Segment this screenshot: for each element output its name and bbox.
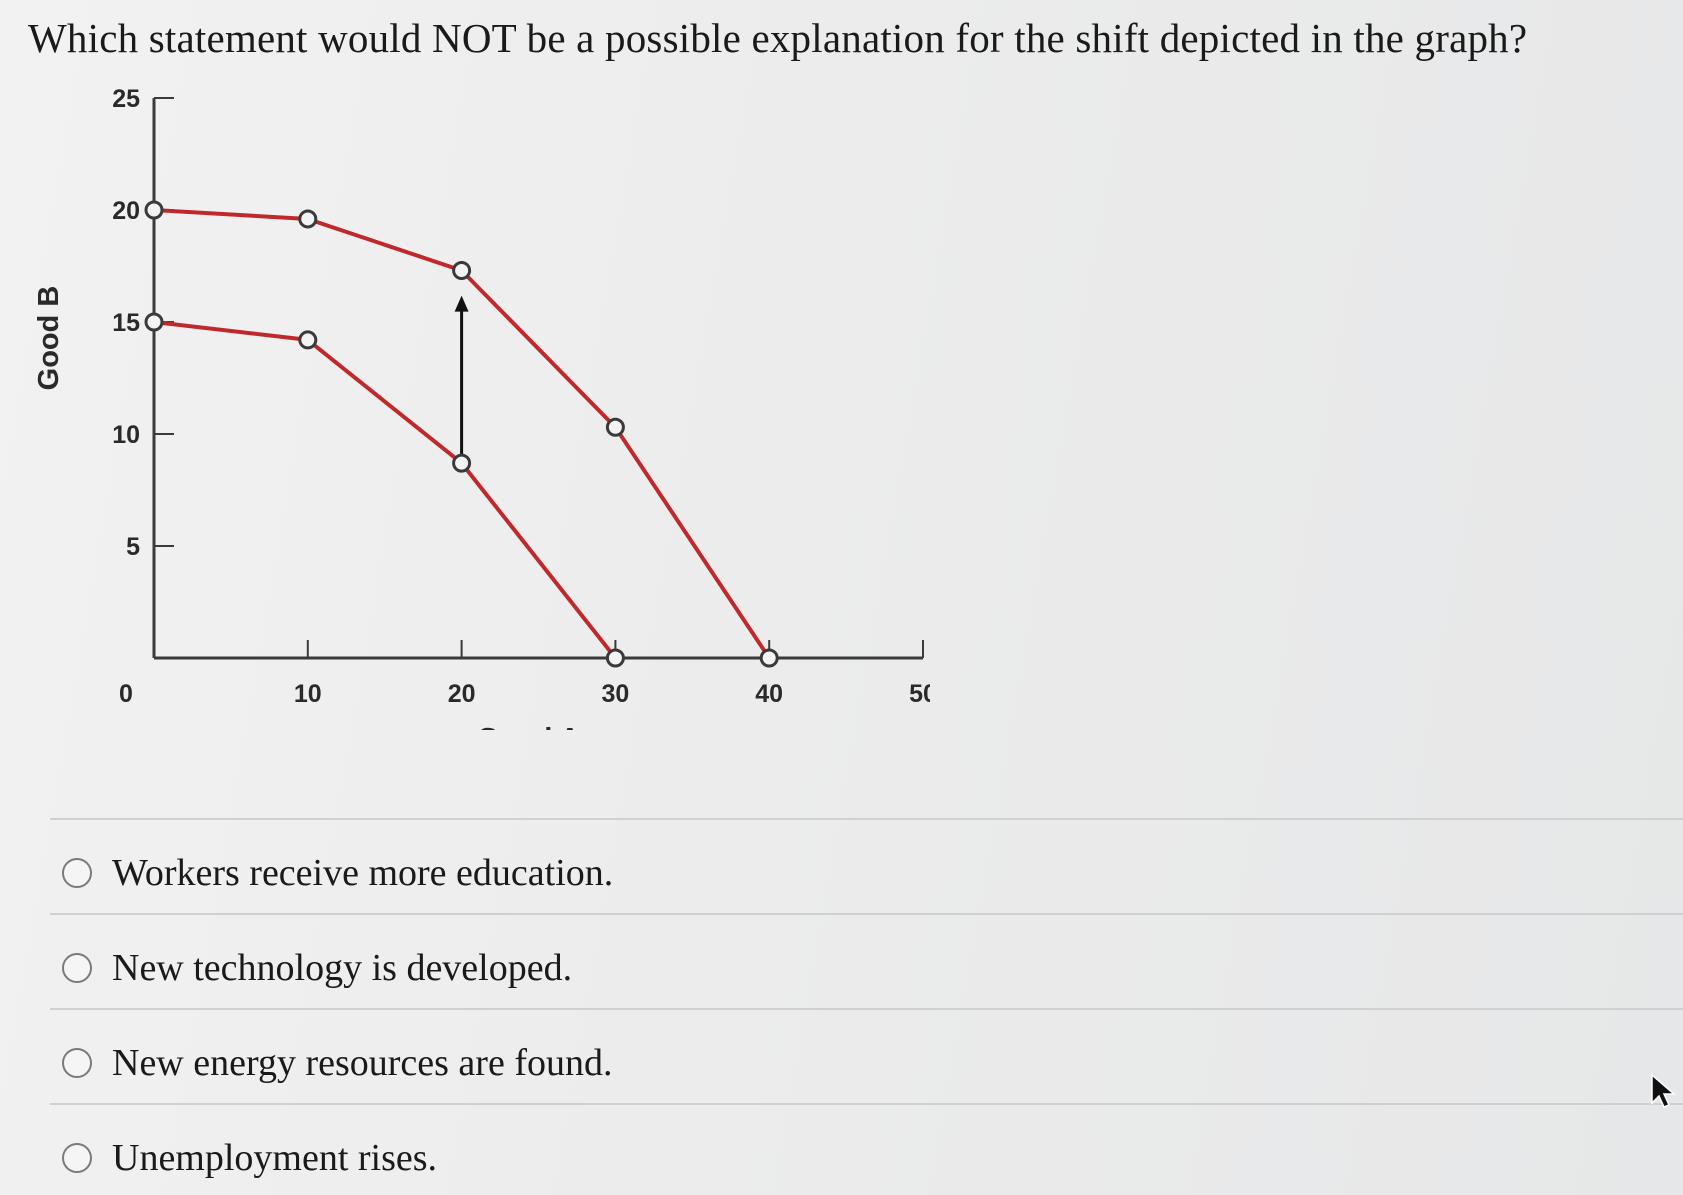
mouse-pointer-icon [1651,1073,1677,1108]
x-tick-label: 30 [601,680,629,708]
ppf-curve-original [153,320,617,660]
data-point [605,417,625,437]
x-tick-label: 40 [755,680,783,708]
data-point [298,209,318,229]
question-text: Which statement would NOT be a possible … [28,15,1528,61]
y-tick-label: 20 [112,197,140,225]
arrow-head-icon [454,295,469,312]
y-tick-label: 25 [112,85,140,113]
radio-circle-icon[interactable] [62,858,92,888]
data-point [452,260,472,280]
option-label: New energy resources are found. [112,1042,613,1084]
option-unemployment-rises[interactable]: Unemployment rises. [62,1136,437,1180]
divider [50,1103,1683,1105]
x-tick-label: 0 [119,680,133,708]
option-label: Workers receive more education. [112,852,614,894]
option-label: Unemployment rises. [112,1137,438,1179]
radio-circle-icon[interactable] [62,1048,92,1078]
y-tick-label: 10 [112,421,140,449]
divider [50,1008,1683,1010]
ppf-chart: 5 10 15 20 25 0 10 20 30 40 50 Good A Good B [33,85,930,730]
y-tick-label: 15 [112,309,140,337]
radio-circle-icon[interactable] [62,1143,92,1173]
x-tick-label: 20 [448,680,476,708]
data-point [452,453,472,473]
option-new-technology[interactable]: New technology is developed. [62,946,572,990]
divider [50,913,1683,915]
y-axis-label: Good B [33,286,65,391]
option-label: New technology is developed. [112,947,573,989]
data-point [298,330,318,350]
data-point [759,648,779,668]
data-point [144,312,164,332]
x-axis-label: Good A [477,723,581,730]
data-point [144,200,164,220]
divider-top [50,818,1683,820]
x-tick-label: 50 [909,680,930,708]
option-workers-education[interactable]: Workers receive more education. [62,851,613,895]
x-tick-label: 10 [294,680,322,708]
radio-circle-icon[interactable] [62,953,92,983]
data-point [605,648,625,668]
y-tick-label: 5 [126,533,140,561]
option-new-energy-resources[interactable]: New energy resources are found. [62,1041,612,1085]
